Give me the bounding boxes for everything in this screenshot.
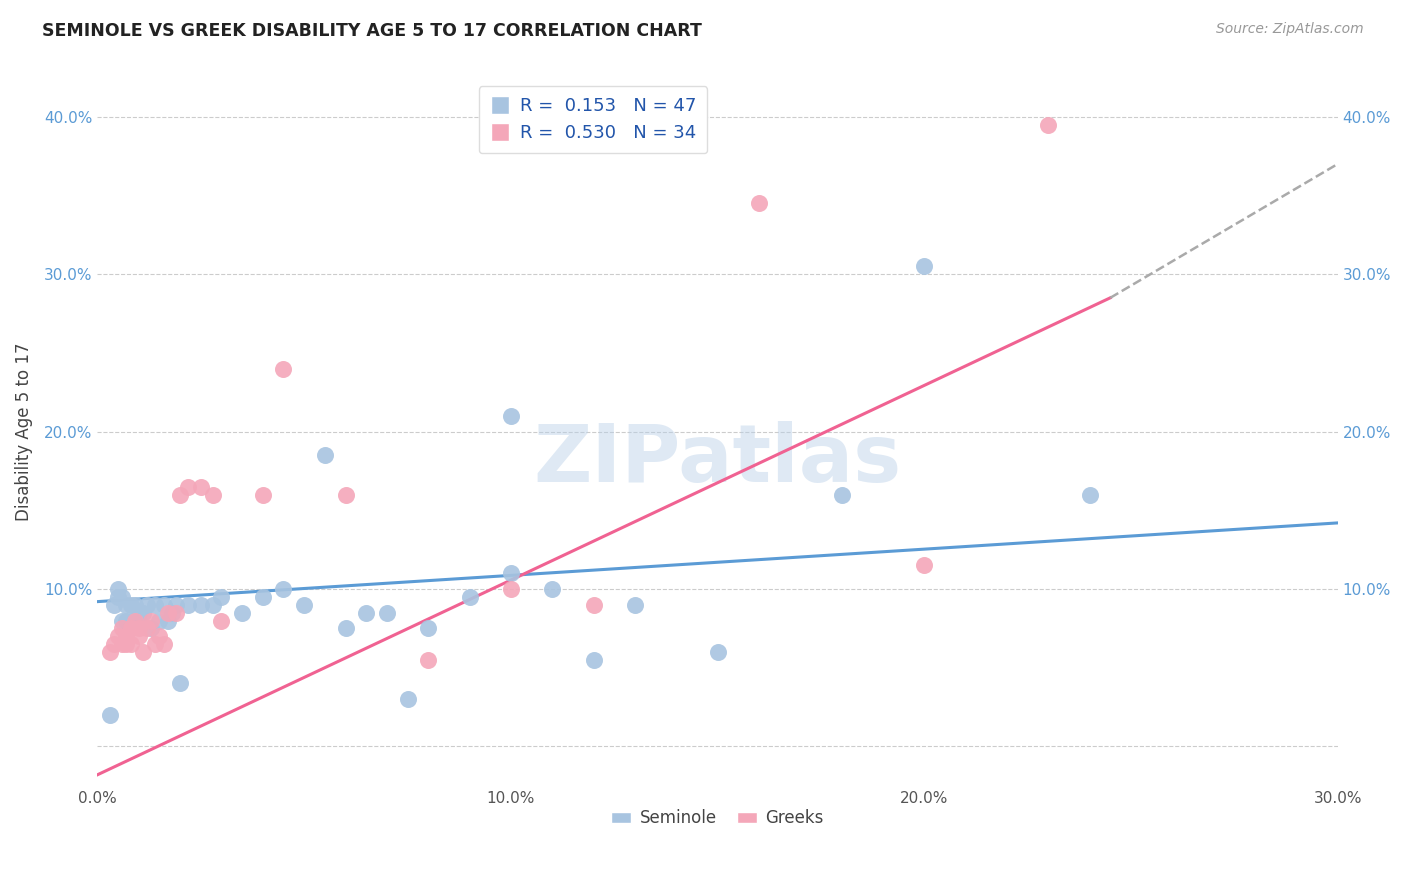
Point bbox=[169, 487, 191, 501]
Point bbox=[136, 598, 159, 612]
Point bbox=[115, 598, 138, 612]
Point bbox=[148, 629, 170, 643]
Point bbox=[136, 621, 159, 635]
Point bbox=[252, 590, 274, 604]
Point bbox=[177, 480, 200, 494]
Point bbox=[115, 629, 138, 643]
Text: ZIPatlas: ZIPatlas bbox=[533, 421, 901, 499]
Point bbox=[831, 487, 853, 501]
Point bbox=[1078, 487, 1101, 501]
Text: SEMINOLE VS GREEK DISABILITY AGE 5 TO 17 CORRELATION CHART: SEMINOLE VS GREEK DISABILITY AGE 5 TO 17… bbox=[42, 22, 702, 40]
Point bbox=[231, 606, 253, 620]
Point bbox=[314, 448, 336, 462]
Point bbox=[748, 196, 770, 211]
Point bbox=[103, 637, 125, 651]
Y-axis label: Disability Age 5 to 17: Disability Age 5 to 17 bbox=[15, 343, 32, 521]
Point bbox=[375, 606, 398, 620]
Point bbox=[292, 598, 315, 612]
Point bbox=[418, 653, 440, 667]
Point bbox=[202, 598, 225, 612]
Point bbox=[582, 653, 605, 667]
Point bbox=[273, 361, 295, 376]
Point bbox=[128, 621, 150, 635]
Point bbox=[624, 598, 647, 612]
Point bbox=[120, 621, 142, 635]
Point bbox=[141, 621, 163, 635]
Point bbox=[120, 614, 142, 628]
Point bbox=[165, 598, 187, 612]
Point bbox=[141, 614, 163, 628]
Point bbox=[124, 598, 146, 612]
Point bbox=[541, 582, 564, 596]
Point bbox=[120, 598, 142, 612]
Point bbox=[143, 637, 166, 651]
Point bbox=[115, 614, 138, 628]
Point bbox=[111, 637, 134, 651]
Point bbox=[111, 590, 134, 604]
Point bbox=[706, 645, 728, 659]
Point bbox=[111, 614, 134, 628]
Point bbox=[103, 598, 125, 612]
Point bbox=[111, 621, 134, 635]
Point bbox=[107, 629, 129, 643]
Point bbox=[128, 606, 150, 620]
Point bbox=[396, 692, 419, 706]
Point bbox=[354, 606, 377, 620]
Legend: Seminole, Greeks: Seminole, Greeks bbox=[605, 803, 831, 834]
Point bbox=[211, 590, 233, 604]
Point bbox=[211, 614, 233, 628]
Point bbox=[115, 637, 138, 651]
Point bbox=[156, 606, 179, 620]
Point bbox=[107, 582, 129, 596]
Point bbox=[177, 598, 200, 612]
Point bbox=[252, 487, 274, 501]
Point bbox=[190, 480, 212, 494]
Point bbox=[190, 598, 212, 612]
Point bbox=[120, 637, 142, 651]
Point bbox=[156, 614, 179, 628]
Point bbox=[107, 590, 129, 604]
Point bbox=[152, 598, 174, 612]
Point bbox=[124, 614, 146, 628]
Point bbox=[335, 487, 357, 501]
Point bbox=[912, 260, 935, 274]
Point bbox=[273, 582, 295, 596]
Point bbox=[152, 637, 174, 651]
Point bbox=[499, 566, 522, 581]
Point bbox=[98, 645, 121, 659]
Point bbox=[132, 645, 155, 659]
Point bbox=[582, 598, 605, 612]
Point bbox=[148, 614, 170, 628]
Point bbox=[202, 487, 225, 501]
Point bbox=[458, 590, 481, 604]
Point bbox=[335, 621, 357, 635]
Point bbox=[912, 558, 935, 573]
Text: Source: ZipAtlas.com: Source: ZipAtlas.com bbox=[1216, 22, 1364, 37]
Point bbox=[418, 621, 440, 635]
Point bbox=[1038, 118, 1060, 132]
Point bbox=[128, 614, 150, 628]
Point bbox=[128, 629, 150, 643]
Point bbox=[143, 598, 166, 612]
Point bbox=[169, 676, 191, 690]
Point bbox=[499, 409, 522, 423]
Point bbox=[160, 606, 183, 620]
Point bbox=[165, 606, 187, 620]
Point bbox=[98, 708, 121, 723]
Point bbox=[499, 582, 522, 596]
Point bbox=[132, 606, 155, 620]
